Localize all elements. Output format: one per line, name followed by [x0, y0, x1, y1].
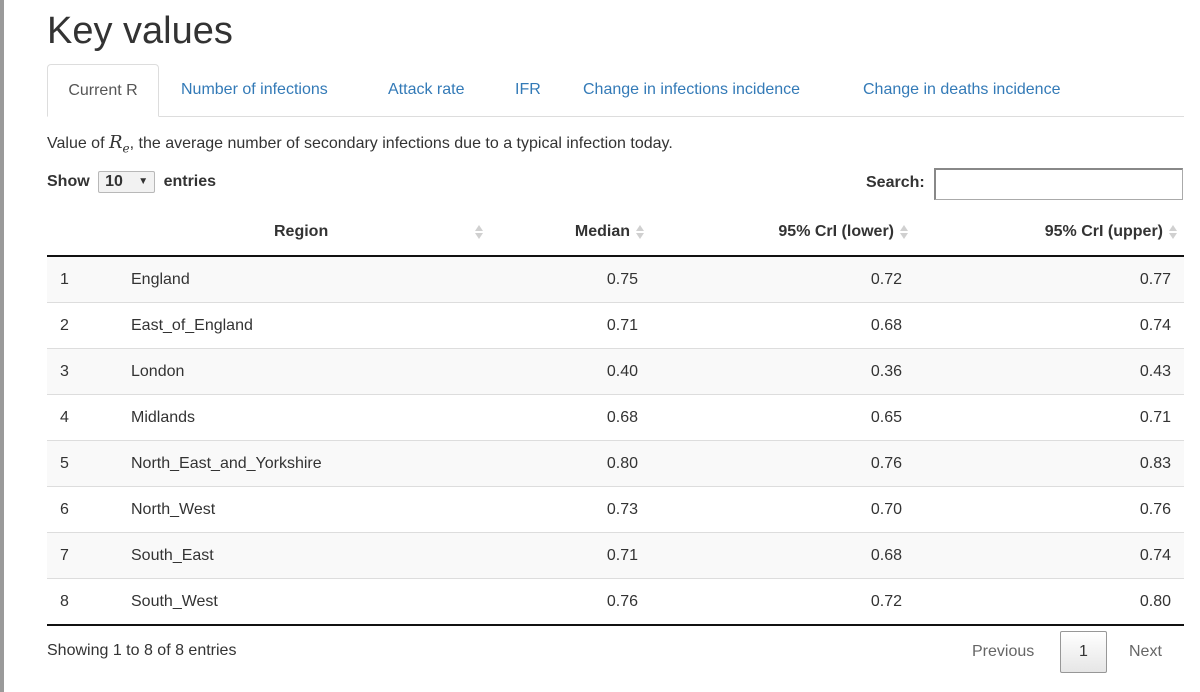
region-cell: South_East — [131, 547, 214, 564]
crl-lower-cell: 0.72 — [870, 271, 902, 288]
crl-lower-cell: 0.36 — [870, 363, 902, 380]
column-header-region[interactable]: Region — [274, 208, 328, 255]
show-label: Show — [47, 173, 90, 190]
search-input[interactable] — [934, 168, 1183, 200]
tab-change-in-infections-incidence[interactable]: Change in infections incidence — [583, 81, 801, 98]
column-header-median-label: Median — [574, 223, 630, 240]
entries-length-control: Show 10 ▼ entries — [47, 170, 216, 194]
column-header-crl-upper[interactable]: 95% CrI (upper) — [1045, 208, 1177, 255]
tab-attack-rate[interactable]: Attack rate — [388, 81, 465, 98]
column-header-median[interactable]: Median — [575, 208, 644, 255]
tab-bar: Current R Number of infections Attack ra… — [47, 64, 1184, 117]
crl-upper-cell: 0.80 — [1139, 593, 1171, 610]
median-cell: 0.75 — [606, 271, 638, 288]
crl-upper-cell: 0.43 — [1139, 363, 1171, 380]
table-row: 8 South_West 0.76 0.72 0.80 — [47, 579, 1184, 626]
column-header-crl-upper-label: 95% CrI (upper) — [1044, 223, 1163, 240]
table-info: Showing 1 to 8 of 8 entries — [47, 642, 237, 659]
crl-upper-cell: 0.71 — [1139, 409, 1171, 426]
crl-lower-cell: 0.70 — [870, 501, 902, 518]
row-index: 6 — [60, 501, 69, 518]
re-symbol-subscript: e — [122, 141, 130, 156]
entries-label: entries — [163, 173, 217, 190]
median-cell: 0.76 — [606, 593, 638, 610]
tab-change-in-deaths-incidence[interactable]: Change in deaths incidence — [863, 81, 1061, 98]
page-1-button[interactable]: 1 — [1060, 631, 1107, 673]
region-cell: Midlands — [131, 409, 196, 426]
description-prefix: Value of — [47, 135, 109, 152]
region-cell: England — [131, 271, 190, 288]
previous-page-button[interactable]: Previous — [972, 643, 1035, 660]
crl-lower-cell: 0.68 — [870, 547, 902, 564]
crl-lower-cell: 0.68 — [870, 317, 902, 334]
chevron-down-icon: ▼ — [138, 175, 149, 187]
crl-lower-cell: 0.72 — [870, 593, 902, 610]
table-body: 1 England 0.75 0.72 0.77 2 East_of_Engla… — [47, 257, 1184, 626]
row-index: 3 — [60, 363, 69, 380]
median-cell: 0.80 — [606, 455, 638, 472]
region-cell: North_East_and_Yorkshire — [131, 455, 322, 472]
entries-select-value: 10 — [105, 172, 123, 190]
median-cell: 0.73 — [606, 501, 638, 518]
crl-upper-cell: 0.74 — [1139, 317, 1171, 334]
table-row: 2 East_of_England 0.71 0.68 0.74 — [47, 303, 1184, 349]
table-row: 4 Midlands 0.68 0.65 0.71 — [47, 395, 1184, 441]
tab-description: Value of Re, the average number of secon… — [47, 132, 673, 156]
median-cell: 0.71 — [606, 547, 638, 564]
region-cell: North_West — [131, 501, 216, 518]
row-index: 7 — [60, 547, 69, 564]
window-left-border — [0, 0, 4, 692]
crl-lower-cell: 0.65 — [870, 409, 902, 426]
median-cell: 0.40 — [606, 363, 638, 380]
sort-icon — [1169, 224, 1177, 240]
region-cell: East_of_England — [131, 317, 253, 334]
region-cell: London — [131, 363, 185, 380]
row-index: 8 — [60, 593, 69, 610]
table-row: 5 North_East_and_Yorkshire 0.80 0.76 0.8… — [47, 441, 1184, 487]
region-cell: South_West — [131, 593, 218, 610]
table-row: 7 South_East 0.71 0.68 0.74 — [47, 533, 1184, 579]
median-cell: 0.71 — [606, 317, 638, 334]
tab-current-r[interactable]: Current R — [47, 64, 159, 117]
crl-upper-cell: 0.83 — [1139, 455, 1171, 472]
table-row: 6 North_West 0.73 0.70 0.76 — [47, 487, 1184, 533]
tab-number-of-infections[interactable]: Number of infections — [181, 81, 328, 98]
table-row: 3 London 0.40 0.36 0.43 — [47, 349, 1184, 395]
sort-icon[interactable] — [475, 224, 483, 240]
search-label: Search: — [866, 174, 925, 191]
row-index: 5 — [60, 455, 69, 472]
description-suffix: , the average number of secondary infect… — [129, 135, 673, 152]
table-row: 1 England 0.75 0.72 0.77 — [47, 257, 1184, 303]
column-header-region-label: Region — [274, 223, 329, 240]
entries-select[interactable]: 10 ▼ — [98, 170, 156, 193]
crl-upper-cell: 0.77 — [1139, 271, 1171, 288]
sort-icon — [636, 224, 644, 240]
crl-upper-cell: 0.74 — [1139, 547, 1171, 564]
column-header-crl-lower[interactable]: 95% CrI (lower) — [778, 208, 908, 255]
row-index: 2 — [60, 317, 69, 334]
column-header-crl-lower-label: 95% CrI (lower) — [778, 223, 894, 240]
re-symbol-letter: R — [108, 132, 123, 153]
crl-upper-cell: 0.76 — [1139, 501, 1171, 518]
row-index: 4 — [60, 409, 69, 426]
table-header: Region Median 95% CrI (lower) 95% CrI (u… — [47, 208, 1184, 257]
next-page-button[interactable]: Next — [1129, 643, 1162, 660]
page-title: Key values — [47, 10, 233, 52]
tab-ifr[interactable]: IFR — [515, 81, 541, 98]
crl-lower-cell: 0.76 — [870, 455, 902, 472]
re-symbol: Re — [108, 132, 130, 156]
sort-icon — [900, 224, 908, 240]
median-cell: 0.68 — [606, 409, 638, 426]
row-index: 1 — [60, 271, 69, 288]
